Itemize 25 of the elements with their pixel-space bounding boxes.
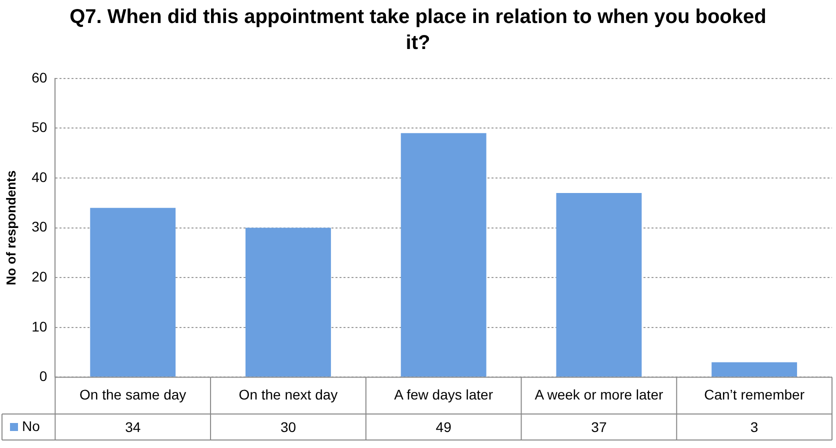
bar <box>556 192 642 377</box>
data-label: 34 <box>125 418 141 435</box>
y-axis-title: No of respondents <box>3 170 18 286</box>
bar <box>90 208 176 377</box>
bar <box>245 228 331 377</box>
bar <box>400 133 486 377</box>
chart-title: Q7. When did this appointment take place in relation to when you booked it? <box>68 5 768 56</box>
bar <box>712 362 798 377</box>
data-label: 37 <box>591 418 607 435</box>
y-tick-label: 30 <box>32 218 48 235</box>
data-label: 30 <box>280 418 296 435</box>
data-label: 3 <box>750 418 758 435</box>
x-tick-label: A week or more later <box>534 386 664 402</box>
y-tick-label: 50 <box>32 119 48 136</box>
y-tick-label: 20 <box>32 268 48 284</box>
data-label: 49 <box>436 418 452 435</box>
x-tick-label: Can’t remember <box>704 386 805 402</box>
y-tick-label: 10 <box>32 318 48 334</box>
legend-label: No <box>22 418 40 434</box>
y-tick-label: 40 <box>32 168 48 185</box>
x-tick-label: A few days later <box>394 386 494 402</box>
y-tick-label: 60 <box>32 69 48 86</box>
y-tick-label: 0 <box>39 368 48 384</box>
x-tick-label: On the same day <box>80 386 186 402</box>
x-tick-label: On the next day <box>238 386 338 402</box>
